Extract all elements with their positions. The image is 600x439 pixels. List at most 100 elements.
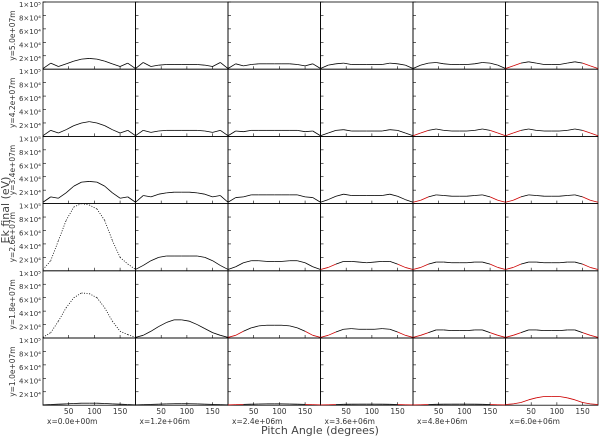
curve-segment: [112, 129, 121, 134]
curve-segment: [482, 128, 491, 131]
panel-frame: [42, 270, 136, 339]
curve-segment: [304, 330, 313, 336]
curve-segment: [297, 260, 306, 264]
curve-segment: [50, 240, 59, 261]
curve-segment: [305, 196, 313, 198]
curve-segment: [220, 62, 229, 69]
curve-segment: [127, 62, 136, 69]
curve-segment: [482, 194, 491, 198]
curve-segment: [397, 129, 406, 134]
y-tick-label: 8×10⁴: [19, 283, 41, 291]
y-tick-label: 8×10⁴: [19, 216, 41, 224]
curve-segment: [135, 62, 144, 69]
curve-segment: [143, 330, 152, 336]
curve-segment: [574, 194, 583, 198]
curve-segment: [143, 62, 152, 67]
curve-segment: [197, 64, 205, 66]
curve-segment: [158, 322, 167, 327]
curve-segment: [574, 329, 583, 334]
curve-segment: [536, 261, 545, 264]
y-tick-label: 6×10⁴: [19, 297, 41, 305]
curve-segment: [235, 262, 244, 268]
x-tick-label: 100: [457, 407, 472, 416]
curve-segment: [466, 195, 475, 197]
curve-segment: [497, 132, 506, 137]
x-tick-label: 50: [526, 407, 536, 416]
y-tick-label: 2×10⁴: [19, 122, 41, 130]
curve-segment: [466, 129, 475, 132]
curve-segment: [127, 196, 136, 203]
curve-segment: [158, 64, 167, 66]
curve-segment: [328, 331, 337, 336]
curve-segment: [536, 62, 545, 65]
curve-segment: [235, 330, 244, 336]
x-tick-label: 150: [205, 407, 220, 416]
curve-segment: [58, 192, 67, 199]
y-tick-label: 2×10⁴: [19, 324, 41, 332]
curve-segment: [359, 261, 367, 264]
curve-segment: [328, 63, 336, 66]
curve-segment: [135, 334, 144, 338]
curve-segment: [412, 199, 421, 203]
curve-segment: [436, 128, 444, 131]
curve-segment: [312, 130, 321, 137]
curve-segment: [590, 132, 599, 137]
curve-segment: [567, 194, 575, 196]
curve-segment: [65, 185, 75, 194]
curve-segment: [320, 334, 329, 338]
curve-segment: [42, 130, 51, 137]
curve-segment: [120, 196, 128, 199]
panel-frame: [42, 1, 136, 70]
curve-segment: [243, 194, 252, 198]
curve-segment: [81, 58, 90, 60]
curve-segment: [351, 260, 360, 263]
col-label: x=0.0e+00m: [47, 417, 97, 426]
curve-segment: [289, 325, 298, 329]
curve-segment: [482, 329, 491, 334]
panel-frame: [135, 270, 229, 339]
col-label: x=2.4e+06m: [232, 417, 282, 426]
curve-segment: [513, 402, 521, 405]
x-tick-label: 50: [434, 407, 444, 416]
curve-segment: [528, 61, 537, 64]
curve-segment: [389, 193, 398, 197]
curve-segment: [89, 204, 98, 210]
curve-segment: [212, 62, 221, 67]
curve-segment: [196, 324, 206, 329]
curve-segment: [536, 329, 545, 332]
curve-segment: [50, 320, 59, 333]
curve-segment: [89, 293, 98, 299]
y-tick-label: 4×10⁴: [19, 377, 41, 385]
curve-segment: [559, 329, 568, 332]
y-tick-label: 1×10⁵: [19, 135, 41, 143]
curve-segment: [119, 129, 128, 134]
panel-frame: [227, 135, 321, 204]
curve-segment: [420, 62, 429, 66]
y-tick-label: 6×10⁴: [19, 364, 41, 372]
curve-segment: [251, 325, 259, 329]
curve-segment: [374, 328, 383, 330]
panel-frame: [505, 135, 599, 204]
curve-segment: [81, 292, 90, 295]
curve-segment: [142, 260, 152, 266]
y-tick-label: 4×10⁴: [19, 41, 41, 49]
panel-frame: [42, 68, 136, 137]
curve-segment: [150, 130, 159, 133]
curve-segment: [489, 62, 498, 66]
curve-segment: [328, 195, 337, 200]
panel-frame: [320, 270, 414, 339]
curve-segment: [135, 265, 144, 270]
curve-segment: [567, 397, 575, 401]
panel-frame: [505, 203, 599, 272]
curve-segment: [397, 63, 406, 66]
curve-segment: [335, 62, 344, 65]
panel-frame: [227, 1, 321, 70]
curve-segment: [382, 193, 390, 196]
curve-segment: [104, 185, 113, 194]
curve-segment: [328, 263, 337, 268]
curve-segment: [505, 132, 514, 137]
curve-segment: [73, 122, 82, 127]
y-tick-label: 4×10⁴: [19, 310, 41, 318]
curve-segment: [412, 64, 421, 69]
curve-segment: [567, 61, 575, 64]
